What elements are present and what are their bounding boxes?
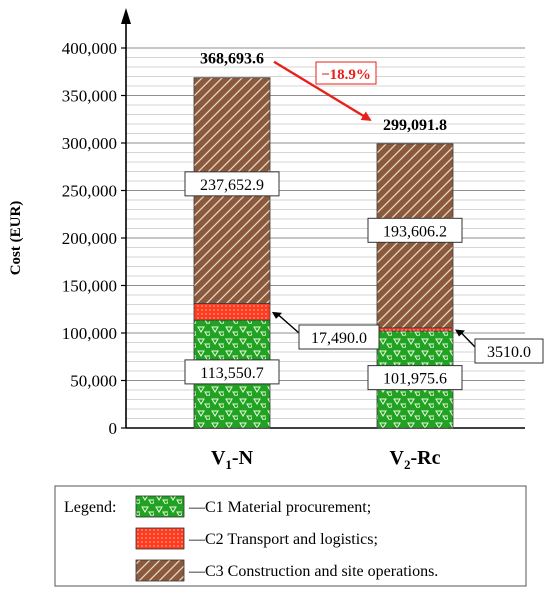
bar-segment-2 (193, 303, 271, 321)
legend: Legend: —C1 Material procurement; —C2 Tran… (54, 485, 527, 587)
bar-segment-2 (376, 327, 454, 332)
y-tick-label: 0 (109, 419, 118, 438)
y-tick-label: 250,000 (62, 182, 117, 201)
y-tick-label: 150,000 (62, 277, 117, 296)
y-tick-label: 100,000 (62, 324, 117, 343)
total-value-label: 299,091.8 (383, 117, 447, 134)
value-label: 113,550.7 (200, 365, 263, 382)
callout-arrow-icon (272, 311, 282, 319)
c2-callout: 3510.0 (455, 329, 544, 364)
legend-title: Legend: (64, 499, 116, 516)
legend-swatch-2 (135, 527, 185, 550)
x-category-label: V2-Rc (390, 447, 441, 472)
y-tick-label: 400,000 (62, 39, 117, 58)
value-label: 3510.0 (487, 344, 531, 361)
change-arrow (273, 60, 372, 121)
value-label: 237,652.9 (200, 177, 264, 194)
total-value-label: 368,693.6 (200, 51, 264, 68)
change-percent-label: −18.9% (321, 67, 371, 83)
change-annotation: −18.9% (315, 61, 377, 85)
callout-leader (275, 312, 300, 334)
data-labels: V1-N 368,693.6 V2-Rc 299,091.8 113,550.7 237,… (184, 51, 544, 472)
y-tick-label: 200,000 (62, 229, 117, 248)
c3-value-label: 237,652.9 (184, 171, 280, 197)
legend-swatch-1 (135, 495, 185, 518)
legend-entry: —C2 Transport and logistics; (188, 531, 378, 548)
y-axis-arrow-icon (121, 8, 131, 24)
y-tick-label: 50,000 (70, 372, 117, 391)
y-tick-label: 300,000 (62, 134, 117, 153)
c1-value-label: 101,975.6 (367, 365, 463, 391)
value-box (184, 359, 280, 385)
value-box (474, 338, 544, 364)
value-box (298, 324, 380, 350)
legend-swatch-3 (135, 559, 185, 582)
value-box (367, 217, 463, 243)
c2-callout: 17,490.0 (272, 311, 380, 350)
c3-value-label: 193,606.2 (367, 217, 463, 243)
y-tick-label: 350,000 (62, 87, 117, 106)
y-axis-title: Cost (EUR) (8, 201, 24, 276)
callout-arrow-icon (455, 329, 465, 337)
legend-entry: —C3 Construction and site operations. (188, 563, 438, 580)
value-label: 193,606.2 (383, 223, 447, 240)
y-axis: 0 50,000 100,000 150,000 200,000 250,000 300,0… (8, 8, 525, 438)
c1-value-label: 113,550.7 (184, 359, 280, 385)
value-label: 17,490.0 (311, 330, 367, 347)
x-category-label: V1-N (211, 447, 254, 472)
legend-box (54, 485, 527, 587)
value-label: 101,975.6 (383, 371, 447, 388)
change-box (315, 61, 377, 85)
value-box (184, 171, 280, 197)
value-box (367, 365, 463, 391)
legend-entry: —C1 Material procurement; (188, 499, 371, 516)
